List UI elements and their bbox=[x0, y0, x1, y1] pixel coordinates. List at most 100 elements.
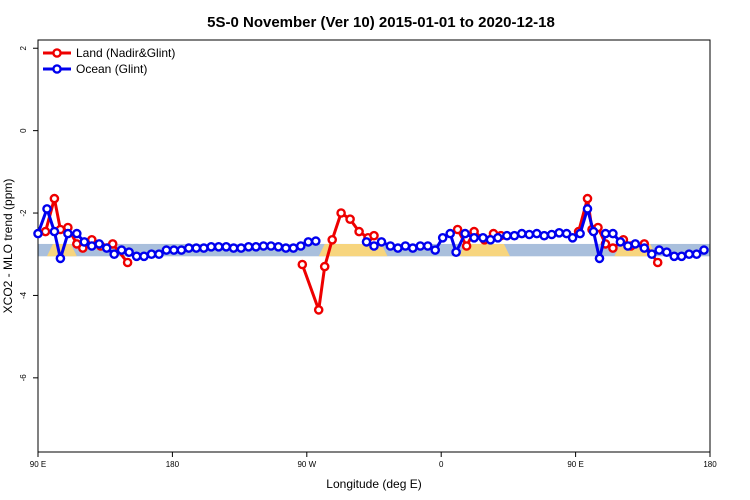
legend-entry: Land (Nadir&Glint) bbox=[76, 46, 175, 60]
data-point bbox=[258, 241, 269, 251]
data-point bbox=[345, 214, 355, 224]
land-band bbox=[459, 243, 510, 257]
data-point bbox=[478, 232, 488, 243]
data-point bbox=[400, 241, 411, 251]
data-point bbox=[72, 228, 82, 239]
data-point bbox=[684, 249, 694, 259]
y-tick-label: -2 bbox=[19, 209, 28, 217]
y-axis-label: XCO2 - MLO trend (ppm) bbox=[1, 179, 15, 314]
x-tick-label: 90 E bbox=[30, 460, 46, 469]
data-point bbox=[393, 243, 403, 253]
data-point bbox=[517, 228, 527, 239]
data-point bbox=[161, 245, 172, 255]
data-point bbox=[509, 230, 520, 241]
data-point bbox=[493, 232, 503, 243]
data-point bbox=[33, 228, 43, 239]
data-point bbox=[676, 251, 687, 262]
data-point bbox=[652, 257, 663, 268]
data-point bbox=[183, 243, 194, 253]
x-tick-label: 90 E bbox=[567, 460, 583, 469]
data-point bbox=[273, 241, 284, 252]
data-point bbox=[221, 241, 231, 252]
x-axis-label: Longitude (deg E) bbox=[326, 477, 421, 491]
data-point bbox=[288, 243, 299, 253]
y-tick-label: -4 bbox=[19, 291, 28, 299]
data-point bbox=[87, 241, 97, 251]
series-line bbox=[300, 211, 375, 312]
legend-entry: Ocean (Glint) bbox=[76, 62, 147, 76]
data-point bbox=[198, 243, 209, 253]
data-point bbox=[55, 253, 66, 264]
data-point bbox=[539, 230, 550, 241]
data-point bbox=[407, 243, 418, 253]
data-point bbox=[191, 243, 202, 253]
data-point bbox=[437, 232, 448, 243]
data-point bbox=[639, 243, 650, 253]
data-point bbox=[430, 245, 441, 255]
data-point bbox=[699, 245, 709, 255]
data-point bbox=[295, 241, 306, 251]
data-point bbox=[49, 193, 60, 204]
data-point bbox=[582, 204, 593, 214]
data-point bbox=[575, 228, 585, 239]
data-point bbox=[122, 257, 133, 268]
data-point bbox=[303, 237, 314, 247]
data-point bbox=[669, 251, 680, 262]
data-point bbox=[554, 227, 565, 238]
data-point bbox=[40, 226, 51, 237]
data-point bbox=[109, 249, 119, 259]
data-point bbox=[460, 228, 470, 239]
data-point bbox=[567, 232, 578, 243]
data-point bbox=[588, 226, 599, 237]
data-point bbox=[532, 228, 542, 239]
legend-swatch-point bbox=[52, 64, 62, 74]
chart-title: 5S-0 November (Ver 10) 2015-01-01 to 202… bbox=[207, 14, 555, 31]
data-point bbox=[369, 230, 379, 241]
data-point bbox=[623, 241, 633, 251]
data-point bbox=[594, 253, 605, 264]
data-point bbox=[561, 228, 572, 239]
y-tick-label: 0 bbox=[19, 128, 28, 133]
data-point bbox=[461, 241, 472, 251]
data-point bbox=[236, 243, 246, 253]
data-point bbox=[654, 245, 665, 255]
y-tick-label: 2 bbox=[19, 45, 28, 50]
data-point bbox=[213, 241, 224, 252]
data-point bbox=[281, 243, 291, 253]
data-point bbox=[297, 259, 308, 270]
data-point bbox=[336, 208, 346, 218]
data-point bbox=[485, 234, 496, 245]
x-tick-label: 90 W bbox=[297, 460, 316, 469]
data-point bbox=[154, 249, 164, 259]
data-point bbox=[228, 243, 239, 253]
data-point bbox=[376, 237, 387, 247]
y-tick-label: -6 bbox=[19, 374, 28, 382]
data-point bbox=[116, 245, 127, 255]
data-point bbox=[63, 228, 73, 239]
data-point bbox=[546, 229, 557, 240]
data-point bbox=[661, 247, 672, 257]
data-point bbox=[600, 228, 611, 239]
data-point bbox=[451, 247, 461, 257]
data-point bbox=[169, 245, 179, 255]
data-point bbox=[94, 239, 104, 249]
plot-frame bbox=[37, 39, 711, 453]
data-point bbox=[139, 251, 149, 262]
series-layer bbox=[33, 193, 709, 315]
data-point bbox=[615, 237, 626, 247]
x-tick-label: 180 bbox=[703, 460, 717, 469]
data-point bbox=[49, 226, 60, 237]
data-point bbox=[385, 241, 396, 251]
data-point bbox=[422, 241, 433, 251]
data-point bbox=[266, 241, 276, 251]
data-point bbox=[524, 229, 535, 240]
data-point bbox=[79, 237, 90, 247]
series-ocean bbox=[33, 204, 709, 264]
data-point bbox=[608, 228, 618, 239]
data-point bbox=[42, 204, 52, 214]
data-point bbox=[415, 241, 426, 251]
data-point bbox=[310, 236, 321, 246]
data-point bbox=[176, 245, 187, 255]
data-point bbox=[647, 249, 657, 259]
y-axis: 2 0 -2 -4 -6 bbox=[19, 45, 38, 381]
